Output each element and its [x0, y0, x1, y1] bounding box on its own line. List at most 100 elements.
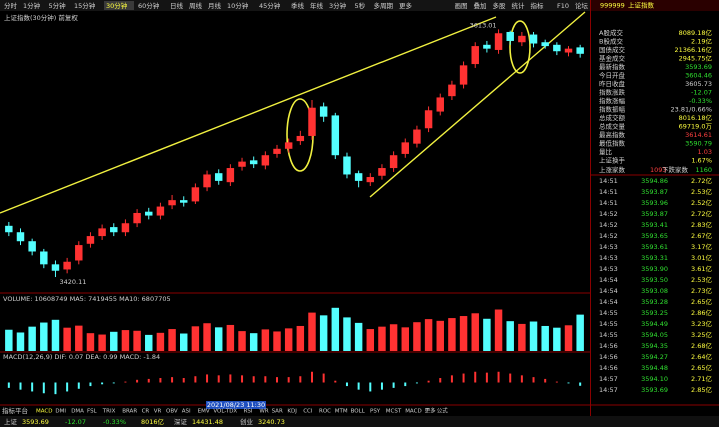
- indicator-tab[interactable]: DMI: [55, 409, 66, 415]
- volume-bar: [553, 327, 561, 351]
- tick-volume: 2.65亿: [691, 297, 712, 306]
- tick-volume: 2.83亿: [691, 220, 712, 229]
- quote-name: 上证指数: [628, 1, 655, 10]
- tool-button[interactable]: 多股: [493, 1, 507, 10]
- candle-body: [459, 65, 468, 85]
- indicator-tab[interactable]: KDJ: [287, 409, 297, 415]
- indicator-tab[interactable]: MTM: [335, 409, 348, 415]
- indicator-tab[interactable]: MACD: [36, 409, 53, 415]
- period-tab[interactable]: 30分钟: [106, 1, 128, 10]
- volume-bar: [86, 333, 95, 351]
- candle-body: [63, 261, 71, 270]
- indicator-tab[interactable]: OBV: [166, 409, 178, 415]
- period-tab[interactable]: 年线: [310, 1, 324, 10]
- indicator-tab[interactable]: CCI: [303, 409, 313, 415]
- period-tab[interactable]: 日线: [170, 1, 184, 10]
- tick-time: 14:57: [599, 386, 618, 394]
- tick-price: 3594.86: [641, 177, 668, 185]
- tick-price: 3593.31: [641, 254, 668, 262]
- indicator-tab[interactable]: PSY: [370, 409, 381, 415]
- indicator-tab[interactable]: CR: [142, 409, 150, 415]
- volume-bar: [448, 318, 456, 351]
- volume-bar: [16, 332, 25, 351]
- indicator-platform[interactable]: 指标平台: [2, 406, 28, 415]
- volume-bar: [214, 327, 223, 351]
- tick-volume: 2.52亿: [691, 198, 712, 207]
- period-tab[interactable]: 3分钟: [329, 1, 347, 10]
- indicator-tab[interactable]: RSI: [244, 409, 253, 415]
- tick-price: 3593.87: [641, 210, 668, 218]
- candle-body: [541, 42, 549, 47]
- breadth-down: 1160: [695, 166, 712, 174]
- status-item: -0.33%: [103, 418, 126, 426]
- tick-volume: 2.53亿: [691, 187, 712, 196]
- volume-bar: [331, 307, 340, 351]
- indicator-tab[interactable]: VR: [154, 409, 162, 415]
- candle-body: [214, 173, 223, 181]
- period-tab[interactable]: 15分钟: [74, 1, 96, 10]
- candle-body: [284, 142, 293, 149]
- indicator-tab[interactable]: SAR: [272, 409, 283, 415]
- indicator-tab[interactable]: WR: [259, 409, 268, 415]
- indicator-tab[interactable]: 公式: [437, 407, 449, 415]
- indicator-tab[interactable]: BRAR: [122, 409, 137, 415]
- tick-price: 3593.28: [641, 298, 668, 306]
- period-tab[interactable]: 5分钟: [49, 1, 67, 10]
- trend-line: [0, 16, 497, 214]
- period-tab[interactable]: 更多: [399, 1, 413, 10]
- tool-button[interactable]: 叠加: [474, 1, 487, 10]
- period-tab[interactable]: 多周期: [374, 1, 394, 10]
- period-tab[interactable]: 60分钟: [138, 1, 160, 10]
- tick-time: 14:52: [599, 210, 618, 218]
- volume-bar: [121, 330, 130, 351]
- indicator-tab[interactable]: ROC: [319, 409, 331, 415]
- indicator-tab[interactable]: DMA: [71, 409, 84, 415]
- tool-button[interactable]: 统计: [512, 1, 526, 10]
- tool-button[interactable]: 论坛: [575, 1, 589, 10]
- tick-time: 14:54: [599, 276, 618, 284]
- period-tab[interactable]: 周线: [189, 1, 203, 10]
- period-tab[interactable]: 45分钟: [259, 1, 281, 10]
- candle-body: [191, 187, 200, 202]
- candle-body: [494, 33, 503, 50]
- candle-body: [506, 31, 514, 41]
- volume-bar: [284, 328, 293, 351]
- volume-bar: [413, 322, 421, 351]
- period-tab[interactable]: 1分钟: [23, 1, 41, 10]
- period-tab[interactable]: 月线: [208, 1, 222, 10]
- period-tab[interactable]: 10分钟: [227, 1, 249, 10]
- breadth-up: 1093: [650, 166, 667, 174]
- tool-button[interactable]: 指标: [531, 1, 545, 10]
- volume-bar: [249, 333, 258, 351]
- tool-button[interactable]: F10: [557, 2, 569, 10]
- stat-label: A股成交: [599, 28, 623, 37]
- tick-volume: 2.53亿: [691, 275, 712, 284]
- tick-volume: 2.72亿: [691, 176, 712, 185]
- indicator-tab[interactable]: EMV: [198, 409, 210, 415]
- indicator-tab[interactable]: FSL: [87, 409, 98, 415]
- period-tab[interactable]: 季线: [291, 1, 305, 10]
- tool-button[interactable]: 画图: [455, 2, 468, 10]
- period-tab[interactable]: 5秒: [355, 1, 366, 10]
- indicator-tab[interactable]: 更多: [425, 407, 437, 415]
- tick-price: 3594.27: [641, 353, 668, 361]
- volume-bar: [494, 309, 503, 351]
- indicator-tab[interactable]: BOLL: [351, 409, 366, 415]
- stat-value: 3614.61: [685, 131, 712, 139]
- candle-body: [203, 174, 211, 188]
- indicator-tab[interactable]: TRIX: [102, 409, 116, 415]
- stat-value: 2.19亿: [691, 37, 712, 46]
- period-tab[interactable]: 分时: [4, 1, 18, 10]
- indicator-tab[interactable]: ASI: [182, 409, 191, 415]
- tick-price: 3594.49: [641, 320, 668, 328]
- stat-value: -0.33%: [689, 97, 712, 105]
- tick-time: 14:54: [599, 298, 618, 306]
- indicator-tab[interactable]: MCST: [386, 409, 402, 415]
- tick-volume: 2.64亿: [691, 352, 712, 361]
- candle-body: [331, 115, 340, 156]
- stat-label: 指数涨跌: [599, 88, 626, 97]
- indicator-tab[interactable]: VOL-TDX: [213, 409, 237, 415]
- indicator-tab[interactable]: MACD: [405, 409, 422, 415]
- stat-label: 昨日收盘: [599, 79, 626, 88]
- candle-body: [226, 168, 235, 183]
